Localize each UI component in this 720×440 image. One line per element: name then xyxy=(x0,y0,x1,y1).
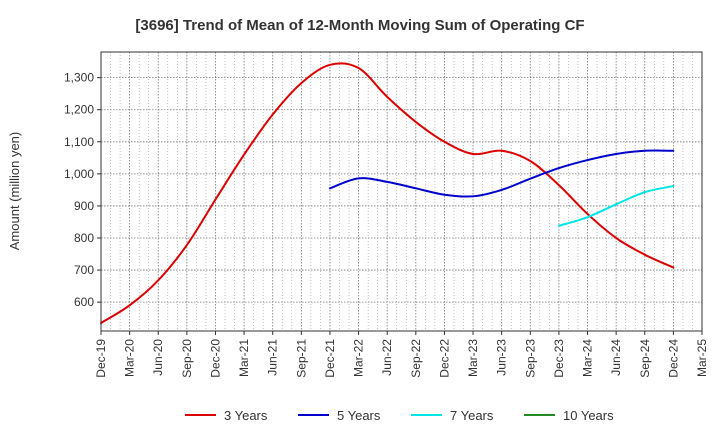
x-tick-label: Mar-21 xyxy=(237,339,251,377)
x-tick-label: Mar-20 xyxy=(123,339,137,377)
x-tick-label: Mar-22 xyxy=(352,339,366,377)
y-tick-label: 1,000 xyxy=(64,167,94,181)
x-tick-label: Mar-24 xyxy=(581,339,595,377)
y-tick-label: 800 xyxy=(74,231,94,245)
x-tick-label: Jun-21 xyxy=(266,339,280,376)
x-tick-label: Jun-24 xyxy=(609,339,623,376)
y-axis-label: Amount (million yen) xyxy=(7,132,22,251)
x-tick-label: Dec-20 xyxy=(208,339,222,378)
y-tick-label: 700 xyxy=(74,263,94,277)
x-tick-label: Dec-22 xyxy=(437,339,451,378)
x-tick-label: Sep-24 xyxy=(638,339,652,378)
y-tick-label: 1,200 xyxy=(64,103,94,117)
grid xyxy=(101,52,702,331)
legend-label-10-years: 10 Years xyxy=(563,408,614,423)
y-axis-ticks: 600 700 800 900 1,000 1,100 1,200 1,300 xyxy=(64,71,101,309)
legend: 3 Years 5 Years 7 Years 10 Years xyxy=(185,408,614,423)
x-axis-ticks: Dec-19 Mar-20 Jun-20 Sep-20 Dec-20 Mar-21 Jun-… xyxy=(94,331,709,378)
x-tick-label: Sep-22 xyxy=(409,339,423,378)
x-tick-label: Dec-21 xyxy=(323,339,337,378)
x-tick-label: Mar-25 xyxy=(695,339,709,377)
x-tick-label: Sep-20 xyxy=(180,339,194,378)
series-line-7-years xyxy=(557,185,675,227)
series-line-3-years xyxy=(100,62,675,324)
x-tick-label: Mar-23 xyxy=(466,339,480,377)
y-tick-label: 600 xyxy=(74,295,94,309)
legend-label-3-years: 3 Years xyxy=(224,408,268,423)
x-tick-label: Jun-20 xyxy=(151,339,165,376)
x-tick-label: Sep-21 xyxy=(294,339,308,378)
x-tick-label: Jun-23 xyxy=(495,339,509,376)
legend-label-7-years: 7 Years xyxy=(450,408,494,423)
x-tick-label: Sep-23 xyxy=(523,339,537,378)
series-line-5-years xyxy=(328,149,675,198)
x-tick-label: Dec-23 xyxy=(552,339,566,378)
x-tick-label: Jun-22 xyxy=(380,339,394,376)
chart-title: [3696] Trend of Mean of 12-Month Moving … xyxy=(135,17,584,34)
legend-label-5-years: 5 Years xyxy=(337,408,381,423)
x-tick-label: Dec-19 xyxy=(94,339,108,378)
y-tick-label: 1,300 xyxy=(64,71,94,85)
series-lines xyxy=(100,62,675,324)
x-tick-label: Dec-24 xyxy=(666,339,680,378)
plot-area-frame xyxy=(100,51,703,332)
y-tick-label: 1,100 xyxy=(64,135,94,149)
y-tick-label: 900 xyxy=(74,199,94,213)
